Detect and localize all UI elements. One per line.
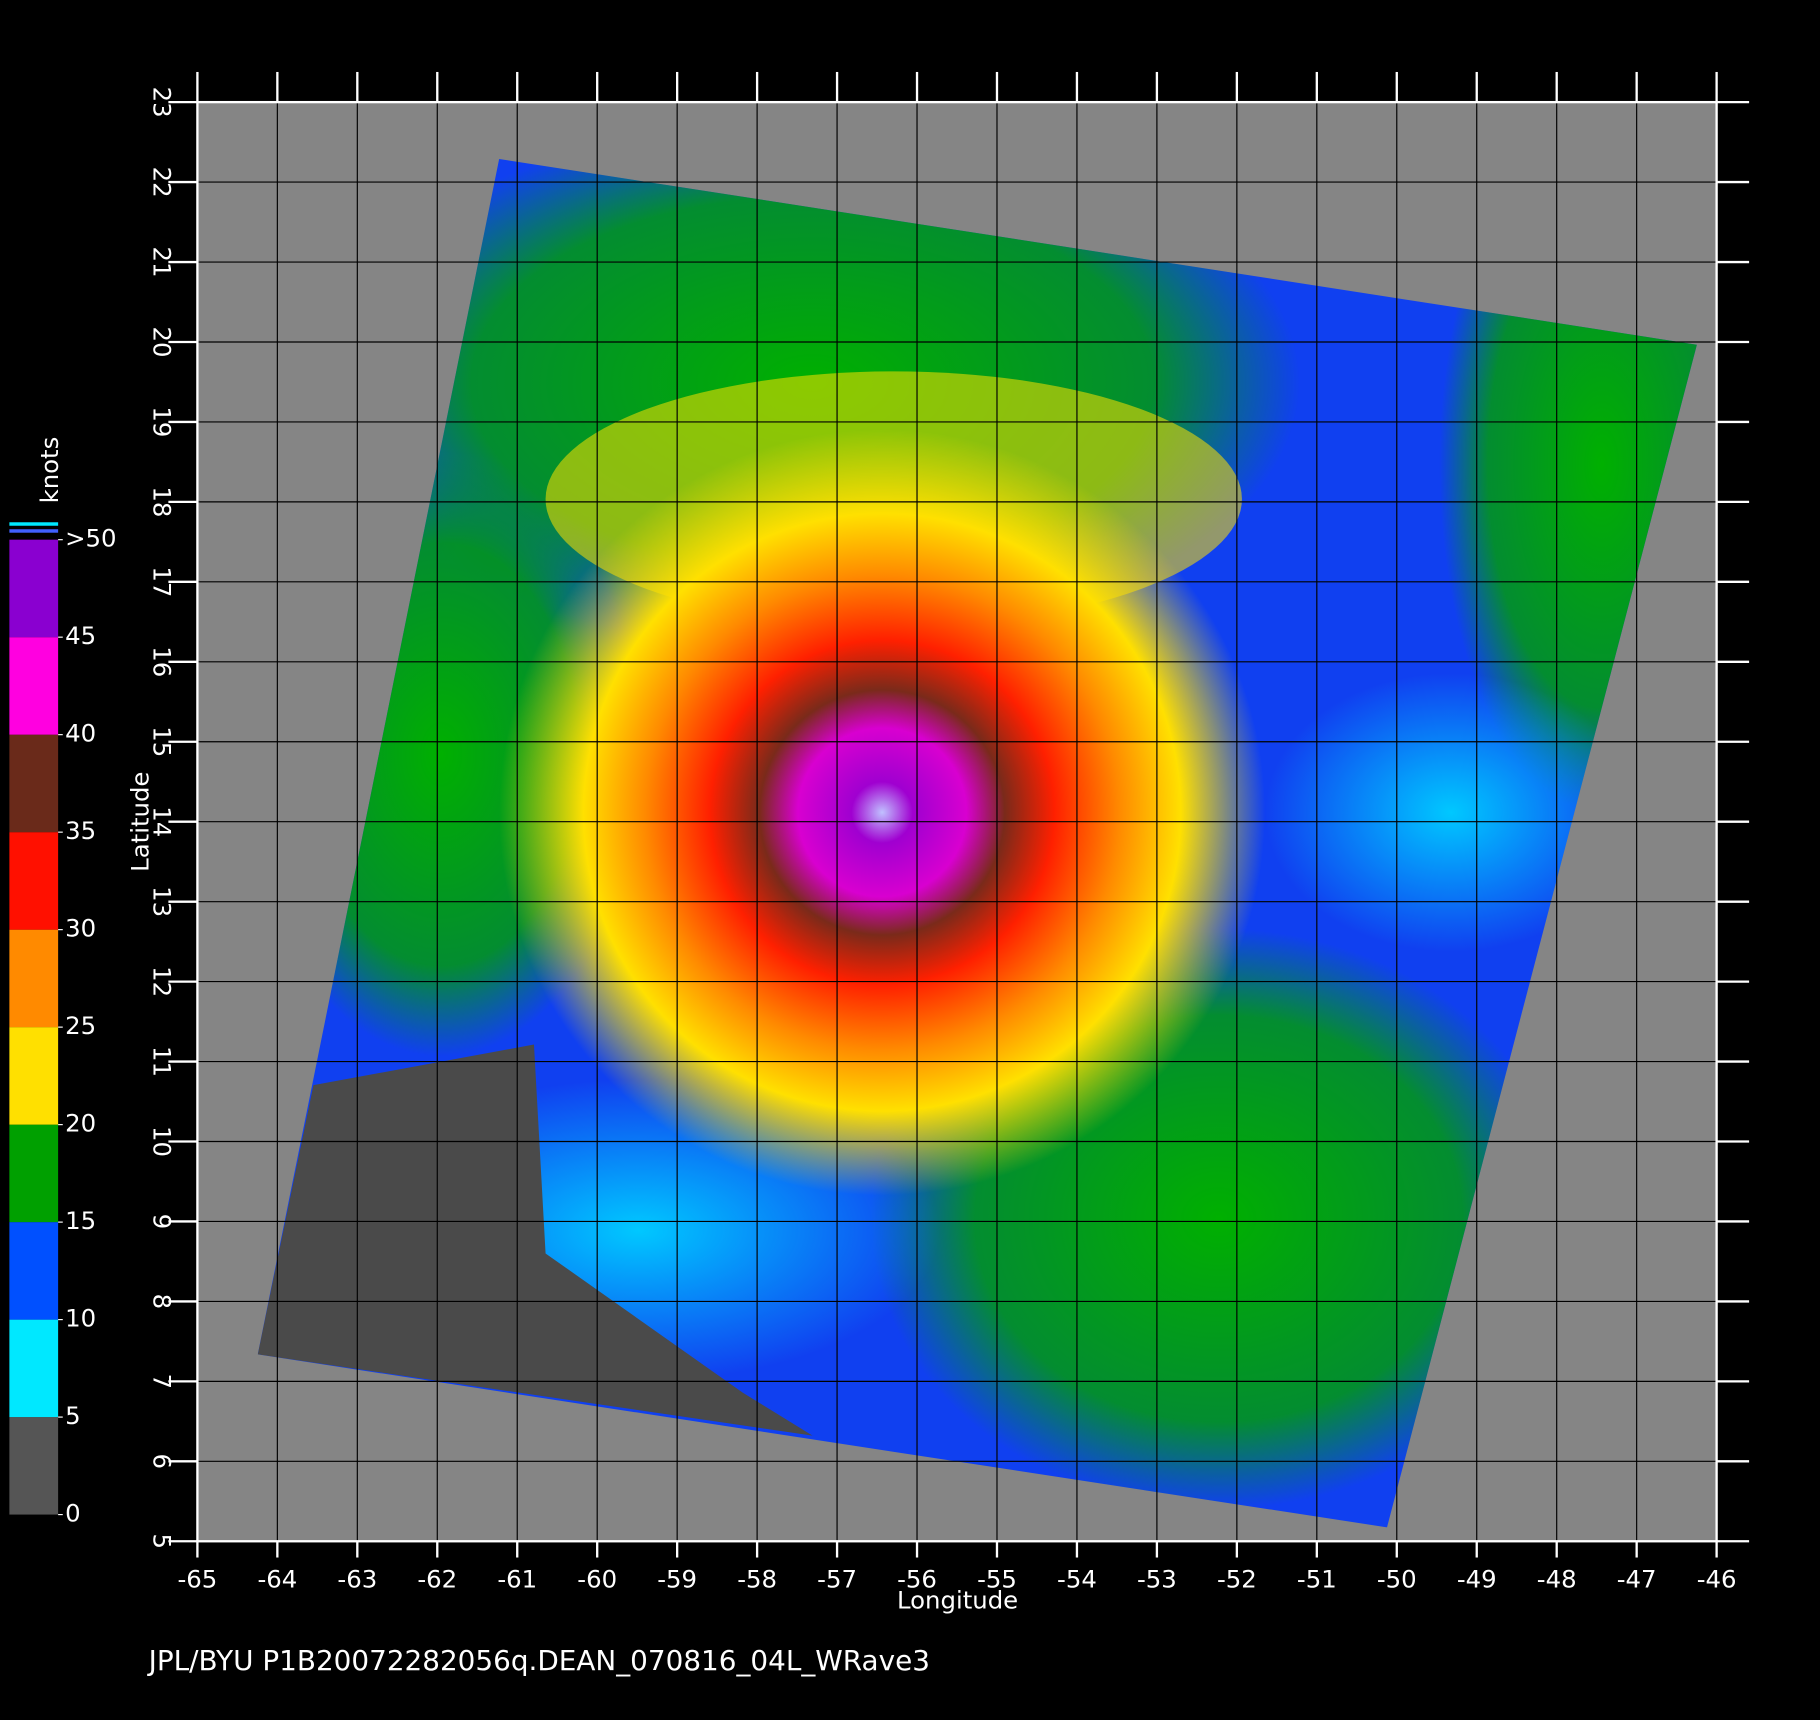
x-tick-label: -61 bbox=[497, 1565, 537, 1594]
y-tick-label: 6 bbox=[147, 1454, 176, 1470]
x-tick-label: -51 bbox=[1297, 1565, 1337, 1594]
y-tick-label: 17 bbox=[147, 566, 176, 597]
y-tick-label: 10 bbox=[147, 1126, 176, 1157]
colorbar-tick-label: 35 bbox=[65, 816, 96, 845]
colorbar-cap bbox=[9, 522, 59, 526]
colorbar-band bbox=[9, 1417, 59, 1515]
colorbar-band bbox=[9, 1222, 59, 1320]
colorbar-band bbox=[9, 1124, 59, 1223]
colorbar-tick-label: 15 bbox=[65, 1206, 96, 1235]
colorbar-label: knots bbox=[35, 437, 64, 504]
colorbar-tick-label: 45 bbox=[65, 621, 96, 650]
colorbar-tick-label: 10 bbox=[65, 1304, 96, 1333]
x-axis-label: Longitude bbox=[897, 1586, 1018, 1615]
colorbar-band bbox=[9, 929, 59, 1028]
y-tick-label: 15 bbox=[147, 726, 176, 757]
y-tick-label: 13 bbox=[147, 886, 176, 917]
x-tick-label: -47 bbox=[1617, 1565, 1657, 1594]
y-axis-label: Latitude bbox=[126, 772, 155, 872]
colorbar-tick-label: >50 bbox=[65, 524, 116, 553]
colorbar-tick-label: 40 bbox=[65, 719, 96, 748]
y-tick-label: 9 bbox=[147, 1214, 176, 1230]
x-tick-label: -64 bbox=[257, 1565, 297, 1594]
colorbar-band bbox=[9, 832, 59, 930]
colorbar-tick-label: 25 bbox=[65, 1011, 96, 1040]
y-tick-label: 11 bbox=[147, 1046, 176, 1077]
x-tick-label: -46 bbox=[1697, 1565, 1737, 1594]
y-tick-label: 8 bbox=[147, 1294, 176, 1310]
y-tick-label: 5 bbox=[147, 1534, 176, 1550]
colorbar-cap bbox=[9, 529, 59, 533]
y-tick-label: 20 bbox=[147, 326, 176, 357]
y-tick-label: 21 bbox=[147, 247, 176, 278]
y-tick-label: 16 bbox=[147, 646, 176, 677]
x-tick-label: -65 bbox=[177, 1565, 217, 1594]
colorbar: 0 5 10 15 20 25 30 35 40 45 >50 bbox=[9, 522, 117, 1528]
x-tick-label: -62 bbox=[417, 1565, 457, 1594]
colorbar-tick-label: 0 bbox=[65, 1499, 80, 1528]
y-tick-label: 23 bbox=[147, 87, 176, 118]
x-tick-label: -60 bbox=[577, 1565, 617, 1594]
x-tick-label: -48 bbox=[1537, 1565, 1577, 1594]
y-tick-label: 18 bbox=[147, 486, 176, 517]
colorbar-band bbox=[9, 637, 59, 735]
footer: JPL/BYU P1B20072282056q.DEAN_070816_04L_… bbox=[147, 1644, 930, 1677]
y-tick-label: 7 bbox=[147, 1374, 176, 1390]
x-tick-label: -53 bbox=[1137, 1565, 1177, 1594]
x-tick-label: -59 bbox=[657, 1565, 697, 1594]
wind-swath bbox=[257, 159, 1697, 1528]
plot-frame bbox=[196, 100, 1718, 1543]
x-tick-label: -49 bbox=[1457, 1565, 1497, 1594]
colorbar-tick-label: 30 bbox=[65, 914, 96, 943]
y-tick-label: 12 bbox=[147, 966, 176, 997]
x-tick-label: -57 bbox=[817, 1565, 857, 1594]
x-tick-label: -58 bbox=[737, 1565, 777, 1594]
colorbar-band bbox=[9, 1027, 59, 1125]
x-tick-label: -52 bbox=[1217, 1565, 1257, 1594]
x-tick-label: -63 bbox=[337, 1565, 377, 1594]
colorbar-tick-label: 5 bbox=[65, 1401, 80, 1430]
x-tick-label: -54 bbox=[1057, 1565, 1097, 1594]
colorbar-band bbox=[9, 734, 59, 833]
x-tick-label: -55 bbox=[977, 1565, 1017, 1594]
colorbar-band bbox=[9, 539, 59, 638]
colorbar-tick-label: 20 bbox=[65, 1109, 96, 1138]
y-tick-label: 14 bbox=[147, 806, 176, 837]
axes: -65 -64 -63 -62 -61 -60 -59 -58 -57 -56 -55 -54 -53 -… bbox=[147, 71, 1750, 1594]
y-tick-label: 19 bbox=[147, 406, 176, 437]
x-tick-label: -56 bbox=[897, 1565, 937, 1594]
y-tick-label: 22 bbox=[147, 167, 176, 198]
x-tick-label: -50 bbox=[1377, 1565, 1417, 1594]
colorbar-band bbox=[9, 1319, 59, 1418]
